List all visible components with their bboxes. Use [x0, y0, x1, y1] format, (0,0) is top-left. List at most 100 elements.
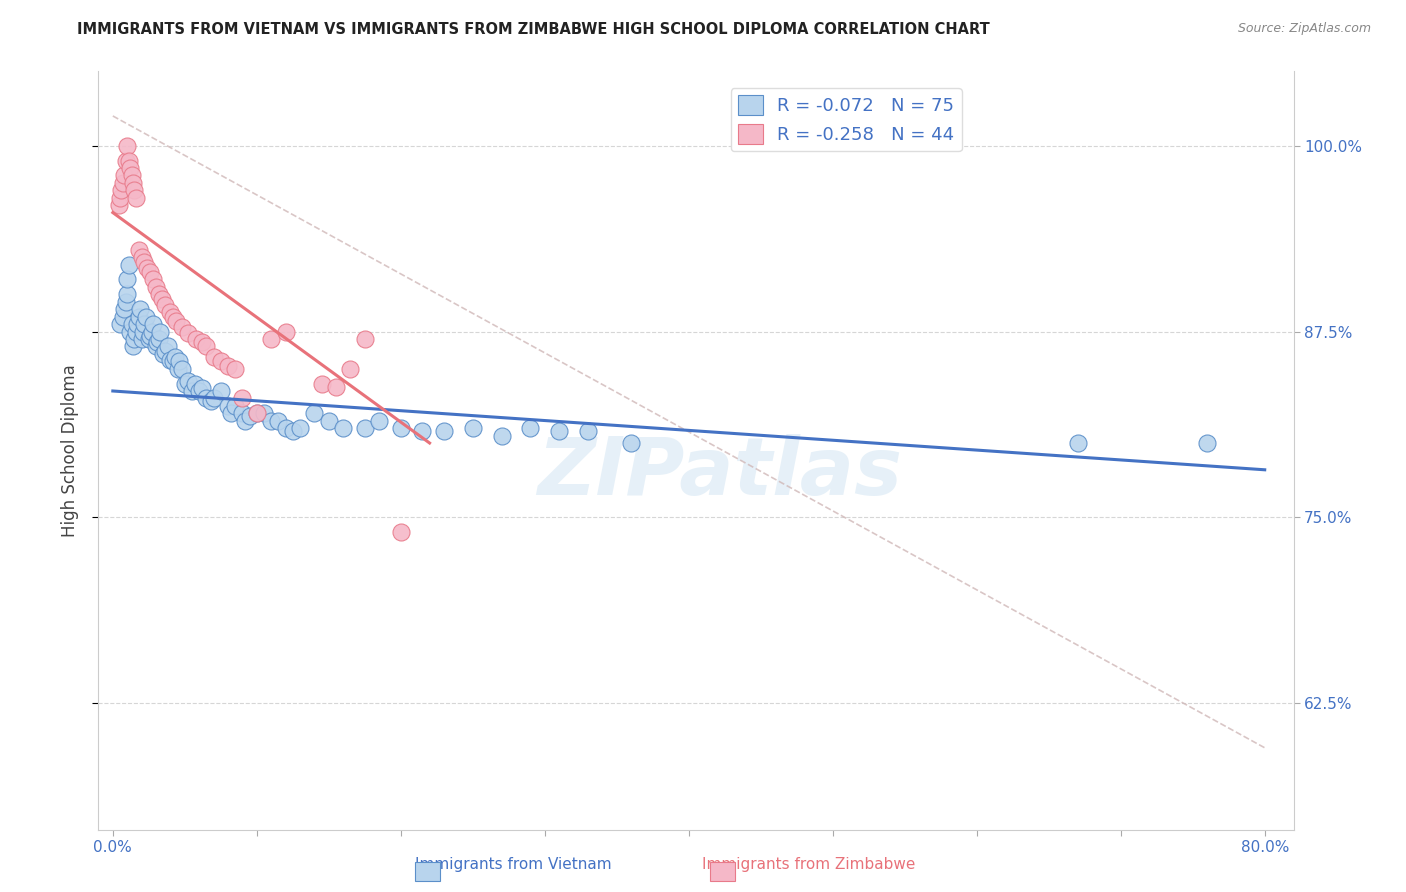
Point	[114, 294, 136, 309]
Point	[107, 198, 129, 212]
Point	[339, 361, 361, 376]
Y-axis label: High School Diploma: High School Diploma	[60, 364, 79, 537]
Point	[195, 392, 218, 406]
Point	[181, 384, 204, 398]
Point	[142, 272, 165, 286]
Point	[125, 191, 148, 205]
Point	[124, 183, 146, 197]
Point	[1066, 436, 1088, 450]
Point	[159, 305, 181, 319]
Point	[209, 354, 232, 368]
Point	[233, 414, 256, 428]
Point	[433, 424, 456, 438]
Point	[136, 260, 159, 275]
Point	[131, 332, 153, 346]
Point	[148, 287, 170, 301]
Point	[170, 361, 193, 376]
Point	[115, 287, 138, 301]
Point	[153, 343, 176, 358]
Point	[274, 421, 297, 435]
Point	[184, 376, 207, 391]
Point	[176, 326, 198, 340]
Point	[163, 350, 186, 364]
Point	[118, 153, 141, 168]
Point	[129, 302, 152, 317]
Point	[121, 317, 143, 331]
Point	[141, 325, 163, 339]
Point	[150, 292, 173, 306]
Text: Source: ZipAtlas.com: Source: ZipAtlas.com	[1237, 22, 1371, 36]
Point	[202, 350, 225, 364]
Point	[108, 317, 131, 331]
Point	[120, 161, 142, 175]
Point	[124, 332, 146, 346]
Point	[153, 298, 176, 312]
Point	[231, 406, 253, 420]
Point	[162, 354, 184, 368]
Point	[260, 332, 283, 346]
Point	[576, 424, 599, 438]
Point	[165, 314, 187, 328]
Point	[224, 399, 246, 413]
Point	[122, 339, 145, 353]
Point	[353, 332, 375, 346]
Point	[186, 332, 208, 346]
Point	[145, 280, 167, 294]
Point	[188, 384, 211, 398]
Point	[304, 406, 326, 420]
Point	[253, 406, 276, 420]
Point	[108, 191, 131, 205]
Point	[128, 243, 150, 257]
Point	[127, 317, 149, 331]
Point	[620, 436, 643, 450]
Point	[353, 421, 375, 435]
Point	[145, 339, 167, 353]
Point	[325, 379, 347, 393]
Point	[173, 376, 195, 391]
Point	[389, 421, 412, 435]
Point	[134, 254, 156, 268]
Point	[110, 183, 132, 197]
Point	[114, 153, 136, 168]
Point	[125, 325, 148, 339]
Point	[332, 421, 354, 435]
Point	[200, 394, 222, 409]
Text: Immigrants from Zimbabwe: Immigrants from Zimbabwe	[702, 857, 915, 872]
Point	[134, 317, 156, 331]
Point	[115, 272, 138, 286]
Point	[318, 414, 340, 428]
Point	[170, 320, 193, 334]
Point	[156, 339, 179, 353]
Point	[274, 325, 297, 339]
Point	[111, 310, 134, 324]
Point	[138, 332, 160, 346]
Point	[152, 347, 174, 361]
Point	[159, 352, 181, 367]
Text: Immigrants from Vietnam: Immigrants from Vietnam	[415, 857, 612, 872]
Point	[246, 406, 269, 420]
Point	[162, 310, 184, 324]
Point	[411, 424, 433, 438]
Point	[176, 374, 198, 388]
Point	[132, 325, 155, 339]
Point	[167, 354, 190, 368]
Point	[142, 317, 165, 331]
Point	[288, 421, 311, 435]
Point	[128, 310, 150, 324]
Point	[217, 359, 239, 373]
Point	[224, 361, 246, 376]
Point	[548, 424, 571, 438]
Point	[112, 169, 135, 183]
Point	[209, 384, 232, 398]
Point	[121, 169, 143, 183]
Point	[139, 329, 162, 343]
Point	[217, 399, 239, 413]
Point	[311, 376, 333, 391]
Point	[368, 414, 391, 428]
Point	[195, 339, 218, 353]
Point	[111, 176, 134, 190]
Point	[231, 392, 253, 406]
Point	[491, 428, 513, 442]
Point	[149, 325, 172, 339]
Point	[120, 325, 142, 339]
